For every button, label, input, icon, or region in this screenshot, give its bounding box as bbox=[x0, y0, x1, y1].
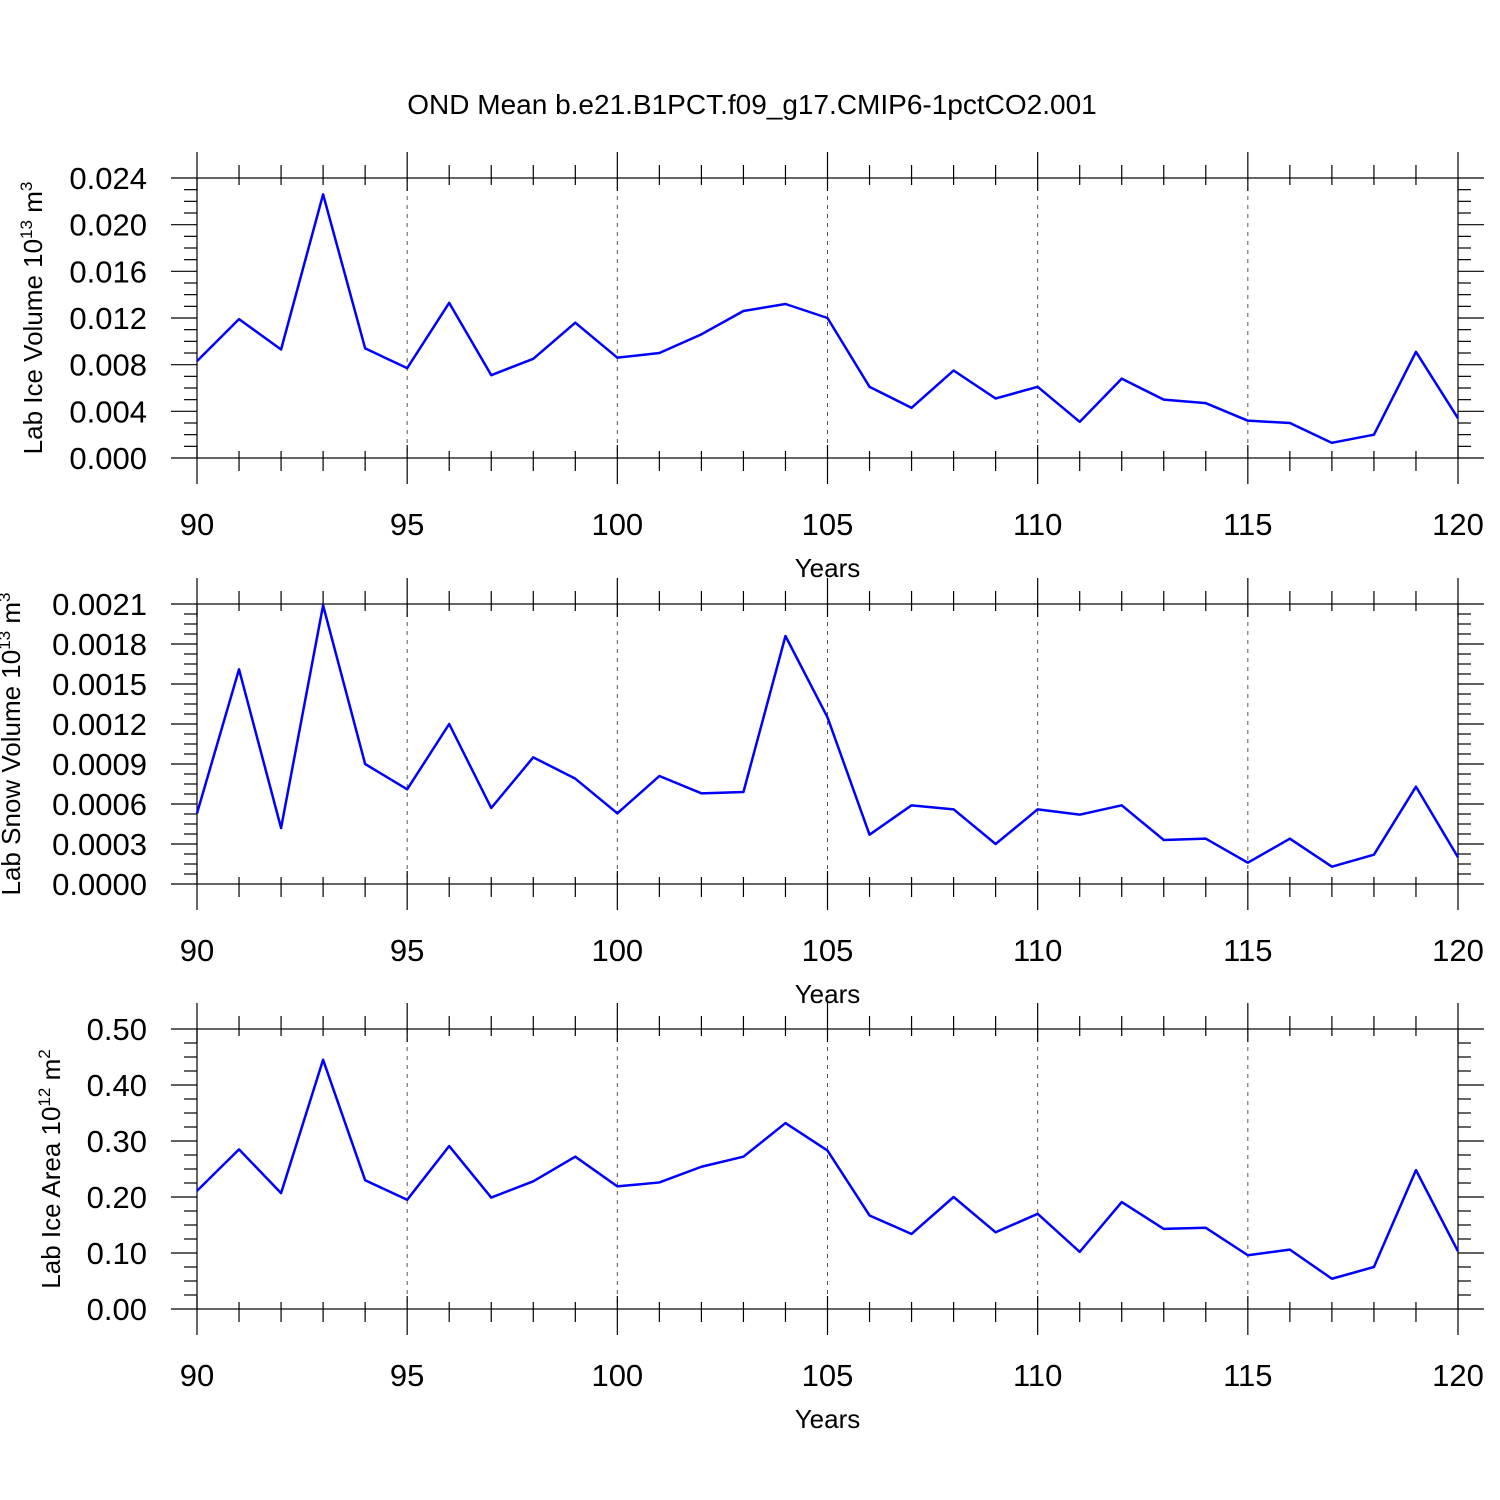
y-tick-label: 0.20 bbox=[87, 1180, 147, 1215]
y-tick-label: 0.40 bbox=[87, 1068, 147, 1103]
series-line bbox=[196, 1058, 1460, 1281]
x-tick-label: 95 bbox=[390, 933, 424, 968]
x-tick-label: 110 bbox=[1013, 507, 1062, 542]
y-axis-label-superscript: 12 bbox=[35, 1088, 54, 1107]
x-axis-label: Years bbox=[795, 1404, 861, 1434]
y-tick-label: 0.004 bbox=[69, 394, 147, 429]
y-tick-label: 0.0003 bbox=[52, 827, 147, 862]
y-tick-label: 0.30 bbox=[87, 1124, 147, 1159]
y-tick-label: 0.0009 bbox=[52, 747, 147, 782]
chart-title: OND Mean b.e21.B1PCT.f09_g17.CMIP6-1pctC… bbox=[407, 89, 1096, 120]
y-axis-label: Lab Snow Volume 1013 m3 bbox=[0, 592, 26, 895]
y-axis-label: Lab Ice Area 1012 m2 bbox=[35, 1049, 66, 1288]
x-tick-label: 90 bbox=[180, 507, 214, 542]
x-tick-label: 100 bbox=[591, 933, 643, 968]
y-tick-label: 0.00 bbox=[87, 1292, 147, 1327]
y-tick-label: 0.0012 bbox=[52, 707, 147, 742]
x-tick-label: 95 bbox=[390, 1358, 424, 1393]
x-tick-label: 120 bbox=[1432, 507, 1484, 542]
chart-panel-1: 0.000 0.004 0.008 0.012 0.016 0.020 0.024 90 95 1… bbox=[17, 152, 1484, 583]
y-tick-label: 0.0018 bbox=[52, 627, 147, 662]
y-axis-label-superscript: 3 bbox=[0, 592, 14, 601]
y-axis-label-text: m bbox=[18, 191, 48, 220]
y-tick-label: 0.0000 bbox=[52, 867, 147, 902]
y-axis-label-text: m bbox=[0, 602, 26, 631]
y-tick-label: 0.0006 bbox=[52, 787, 147, 822]
x-tick-label: 115 bbox=[1223, 507, 1272, 542]
y-axis-label-text: Lab Ice Area 10 bbox=[36, 1107, 66, 1289]
x-tick-label: 115 bbox=[1223, 1358, 1272, 1393]
x-tick-label: 105 bbox=[802, 933, 854, 968]
y-tick-label: 0.0021 bbox=[52, 587, 147, 622]
y-axis-label-superscript: 13 bbox=[17, 220, 36, 239]
y-axis-label-text: Lab Ice Volume 10 bbox=[18, 239, 48, 454]
y-axis-label-superscript: 13 bbox=[0, 631, 14, 650]
panels-container: 0.000 0.004 0.008 0.012 0.016 0.020 0.024 90 95 1… bbox=[0, 152, 1484, 1434]
x-tick-label: 100 bbox=[591, 507, 643, 542]
y-tick-label: 0.012 bbox=[69, 301, 147, 336]
x-tick-label: 115 bbox=[1223, 933, 1272, 968]
y-tick-label: 0.10 bbox=[87, 1236, 147, 1271]
y-axis-label-text: Lab Snow Volume 10 bbox=[0, 650, 26, 896]
x-tick-label: 120 bbox=[1432, 1358, 1484, 1393]
y-axis-label-superscript: 2 bbox=[35, 1049, 54, 1058]
y-tick-label: 0.024 bbox=[69, 161, 147, 196]
chart-panel-2: 0.0000 0.0003 0.0006 0.0009 0.0012 0.0015 0.00… bbox=[0, 578, 1484, 1009]
y-tick-label: 0.50 bbox=[87, 1012, 147, 1047]
y-tick-label: 0.000 bbox=[69, 441, 147, 476]
y-tick-label: 0.016 bbox=[69, 254, 147, 289]
x-tick-label: 95 bbox=[390, 507, 424, 542]
series-line bbox=[195, 604, 1460, 868]
y-tick-label: 0.0015 bbox=[52, 667, 147, 702]
y-tick-label: 0.020 bbox=[69, 208, 147, 243]
y-axis-label: Lab Ice Volume 1013 m3 bbox=[17, 182, 48, 455]
x-tick-label: 105 bbox=[802, 1358, 854, 1393]
x-tick-label: 100 bbox=[591, 1358, 643, 1393]
y-axis-label-text: m bbox=[36, 1059, 66, 1088]
x-tick-label: 90 bbox=[180, 1358, 214, 1393]
x-tick-label: 105 bbox=[802, 507, 854, 542]
series-line bbox=[196, 193, 1460, 445]
chart-panel-3: 0.00 0.10 0.20 0.30 0.40 0.50 90 95 100 105 110 115… bbox=[35, 1003, 1484, 1434]
x-tick-label: 120 bbox=[1432, 933, 1484, 968]
y-tick-label: 0.008 bbox=[69, 348, 147, 383]
x-tick-label: 110 bbox=[1013, 933, 1062, 968]
y-axis-label-superscript: 3 bbox=[17, 182, 36, 191]
x-tick-label: 90 bbox=[180, 933, 214, 968]
x-tick-label: 110 bbox=[1013, 1358, 1062, 1393]
